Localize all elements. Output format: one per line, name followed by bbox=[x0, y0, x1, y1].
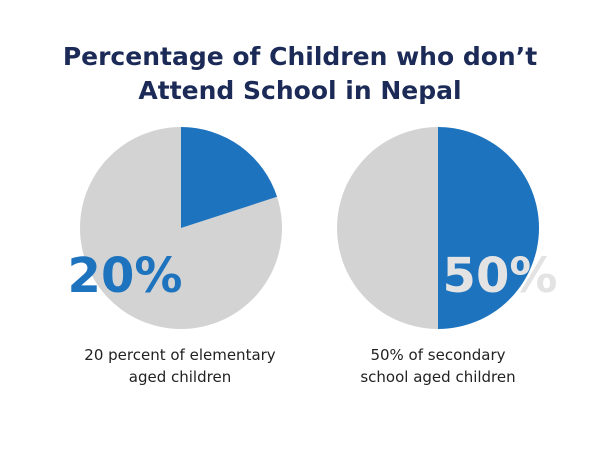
caption-elementary-line-1: 20 percent of elementary bbox=[84, 346, 276, 364]
percent-label-secondary: 50% bbox=[443, 248, 558, 304]
caption-secondary-line-2: school aged children bbox=[360, 368, 516, 386]
percent-label-elementary: 20% bbox=[68, 248, 183, 304]
pie-chart-secondary: 50% bbox=[337, 127, 557, 329]
pie-slice-secondary-rest bbox=[337, 127, 438, 329]
caption-elementary: 20 percent of elementary aged children bbox=[50, 344, 310, 388]
caption-secondary: 50% of secondary school aged children bbox=[308, 344, 568, 388]
chart-title-line-1: Percentage of Children who don’t bbox=[62, 42, 538, 71]
caption-secondary-line-1: 50% of secondary bbox=[370, 346, 506, 364]
chart-title-line-2: Attend School in Nepal bbox=[138, 76, 462, 105]
pie-chart-elementary: 20% bbox=[68, 127, 282, 329]
pie-slice-secondary-value bbox=[438, 127, 539, 329]
caption-elementary-line-2: aged children bbox=[128, 368, 232, 386]
pie-slice-elementary-value bbox=[181, 127, 278, 228]
chart-title: Percentage of Children who don’t Attend … bbox=[0, 40, 600, 108]
